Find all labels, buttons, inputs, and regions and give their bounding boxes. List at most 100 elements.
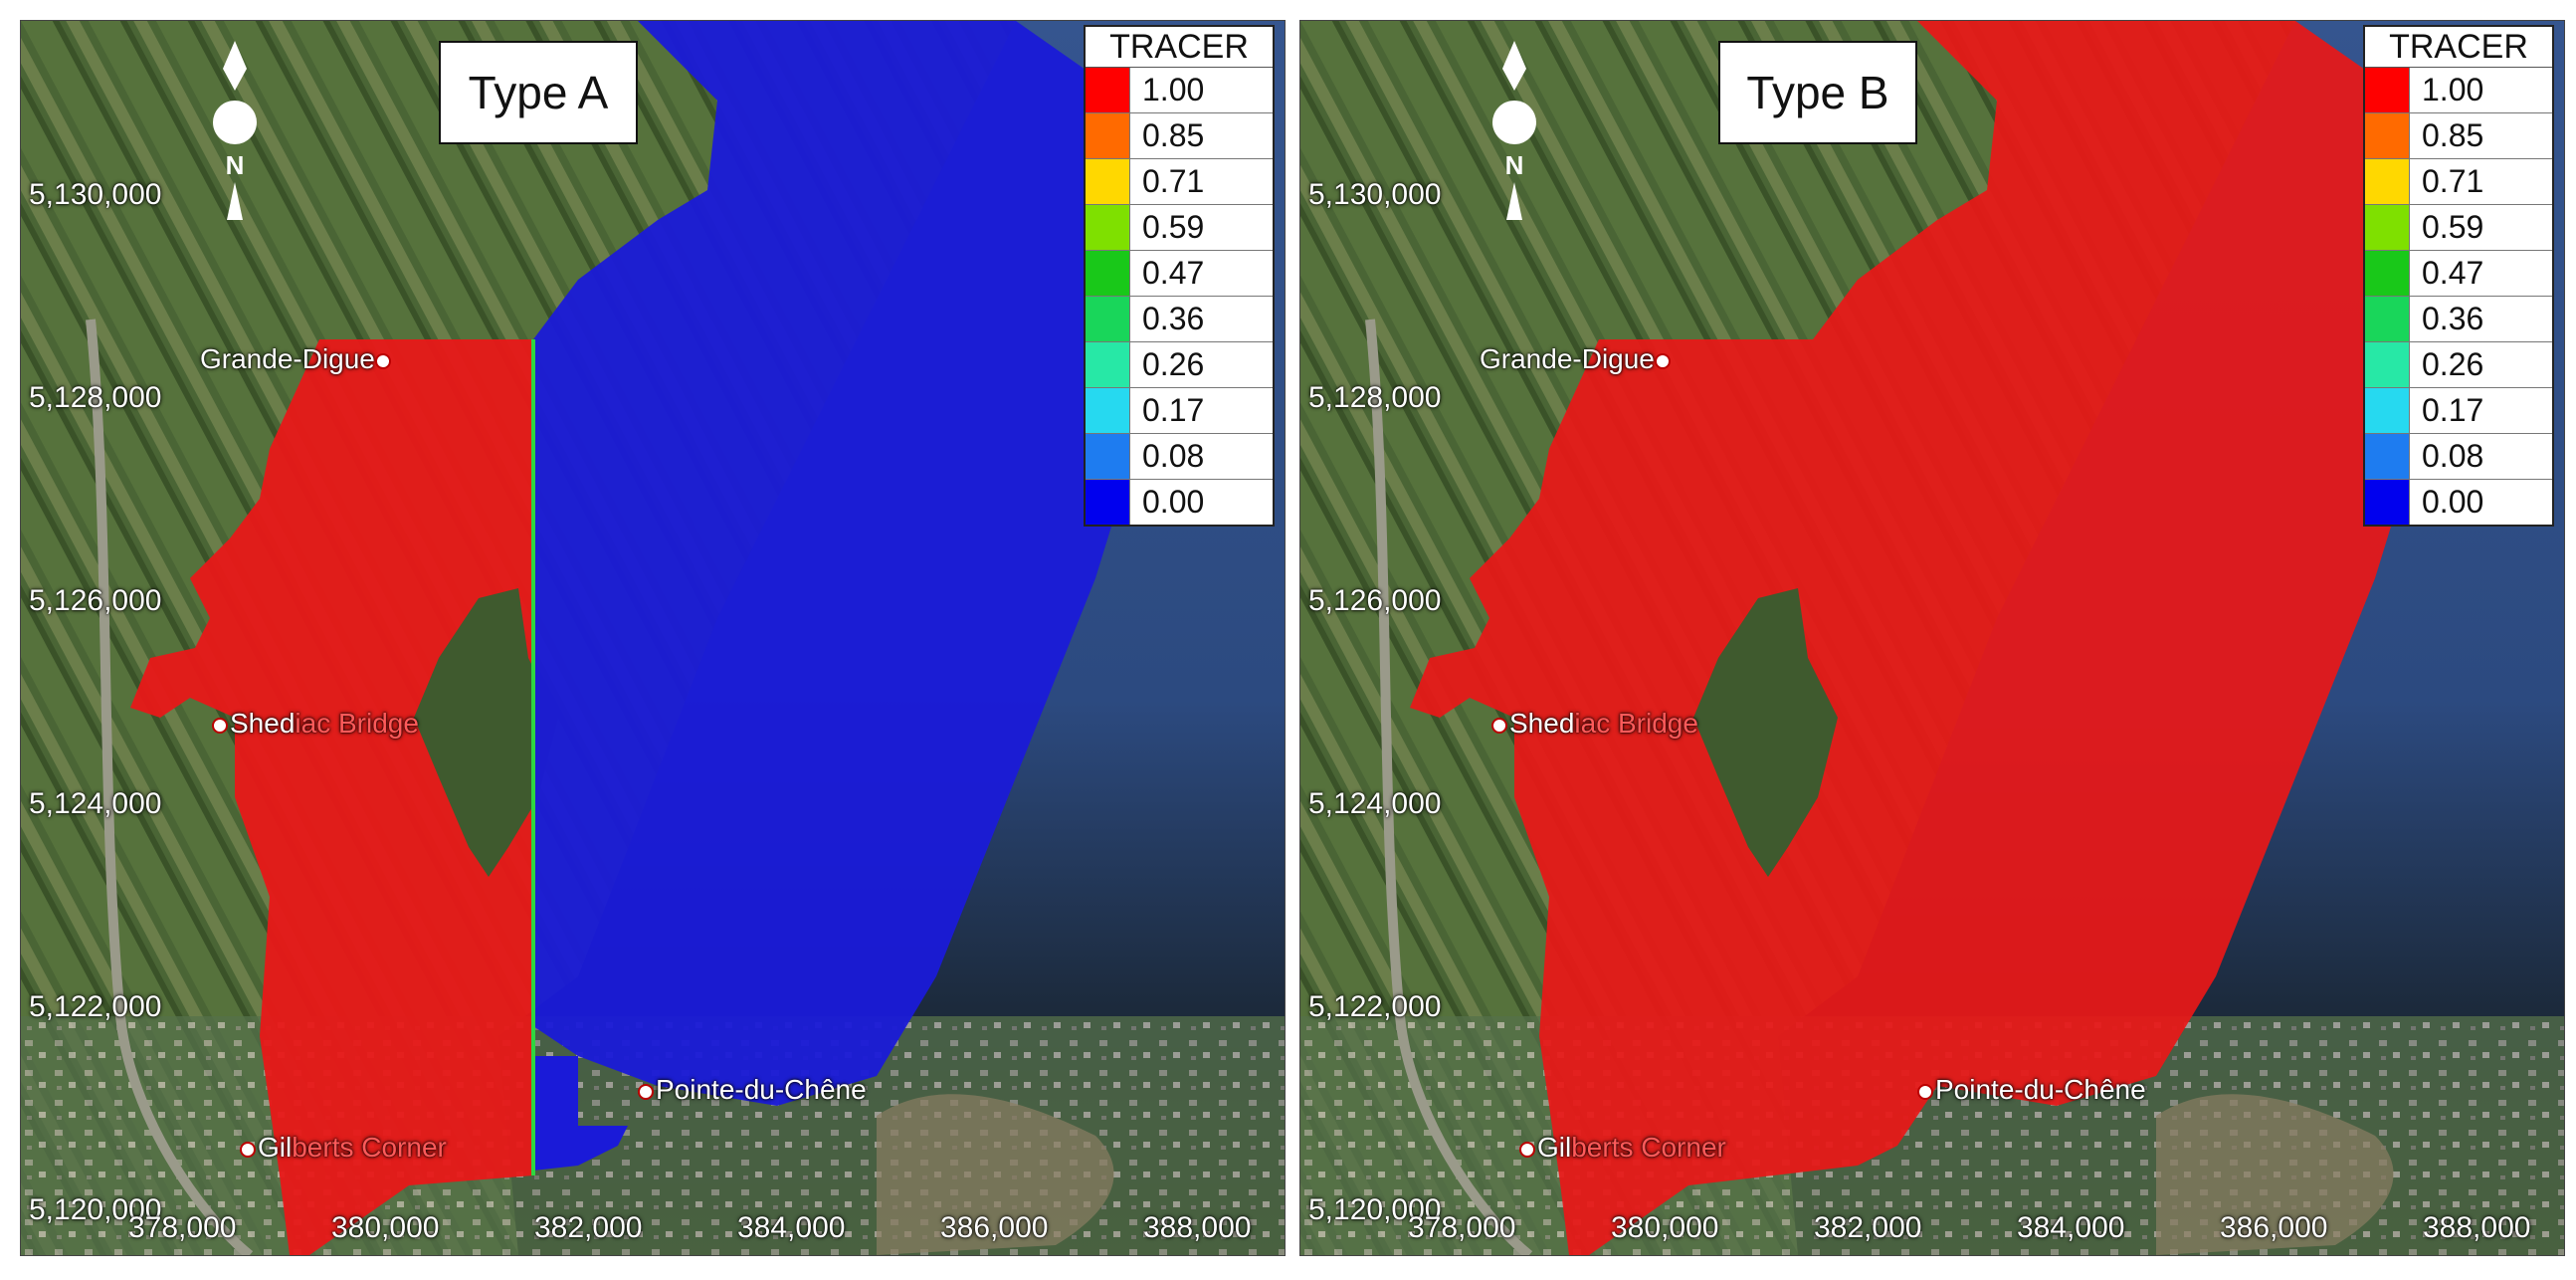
x-tick-label: 378,000 — [1408, 1211, 1516, 1244]
tracer-blue-small-a — [533, 1056, 628, 1171]
legend-label: 0.00 — [1142, 484, 1205, 520]
y-tick-label: 5,124,000 — [1308, 787, 1442, 820]
y-tick-label: 5,126,000 — [1308, 584, 1442, 617]
y-tick-label: 5,122,000 — [29, 990, 162, 1023]
legend-row: 0.00 — [1086, 480, 1273, 525]
legend-swatch — [1086, 251, 1130, 296]
tracer-legend-a: TRACER 1.00 0.85 0.71 0.59 0.47 0.36 0.2… — [1084, 25, 1275, 527]
x-tick-label: 382,000 — [534, 1211, 643, 1244]
legend-label: 1.00 — [2422, 72, 2484, 107]
y-tick-label: 5,122,000 — [1308, 990, 1442, 1023]
legend-label: 0.59 — [1142, 209, 1205, 245]
legend-label: 0.71 — [2422, 163, 2484, 199]
place-label-gilberts-corner: Gilberts Corner — [240, 1132, 447, 1164]
legend-label: 0.47 — [1142, 255, 1205, 291]
legend-label: 0.08 — [1142, 438, 1205, 474]
legend-label: 0.08 — [2422, 438, 2484, 474]
y-tick-label: 5,120,000 — [29, 1193, 162, 1226]
place-marker-icon — [374, 352, 391, 369]
legend-label: 0.59 — [2422, 209, 2484, 245]
legend-swatch — [1086, 342, 1130, 387]
legend-swatch — [2365, 342, 2410, 387]
legend-row: 0.17 — [2365, 388, 2552, 434]
map-canvas-a — [21, 21, 1285, 1255]
tracer-red-region-b — [1410, 21, 2455, 1255]
x-tick-label: 388,000 — [2423, 1211, 2531, 1244]
legend-label: 0.26 — [2422, 346, 2484, 382]
legend-row: 0.85 — [2365, 113, 2552, 159]
place-marker-icon — [1519, 1141, 1535, 1158]
legend-label: 0.17 — [2422, 392, 2484, 428]
place-marker-icon — [638, 1083, 654, 1100]
legend-label: 0.26 — [1142, 346, 1205, 382]
legend-row: 0.17 — [1086, 388, 1273, 434]
legend-row: 0.08 — [2365, 434, 2552, 480]
legend-swatch — [2365, 480, 2410, 525]
tracer-legend-b: TRACER 1.00 0.85 0.71 0.59 0.47 0.36 0.2… — [2363, 25, 2554, 527]
legend-label: 0.71 — [1142, 163, 1205, 199]
type-label-box-b: Type B — [1718, 41, 1917, 144]
legend-row: 0.59 — [1086, 205, 1273, 251]
north-arrow-icon: N — [213, 41, 257, 220]
legend-row: 0.59 — [2365, 205, 2552, 251]
place-label-grande-digue: Grande-Digue — [1480, 343, 1673, 375]
legend-label: 0.17 — [1142, 392, 1205, 428]
place-label-gilberts-corner: Gilberts Corner — [1519, 1132, 1726, 1164]
legend-row: 0.47 — [1086, 251, 1273, 297]
place-marker-icon — [240, 1141, 256, 1158]
legend-swatch — [2365, 434, 2410, 479]
legend-label: 0.36 — [2422, 301, 2484, 336]
legend-swatch — [1086, 113, 1130, 158]
y-tick-label: 5,128,000 — [29, 381, 162, 414]
place-label-grande-digue: Grande-Digue — [200, 343, 393, 375]
marsh-a — [877, 1094, 1114, 1255]
place-label-shediac-bridge: Shediac Bridge — [1491, 708, 1698, 740]
legend-swatch — [1086, 297, 1130, 341]
place-label-shediac-bridge: Shediac Bridge — [212, 708, 419, 740]
svg-text:N: N — [1505, 150, 1524, 180]
legend-swatch — [2365, 251, 2410, 296]
legend-swatch — [1086, 434, 1130, 479]
legend-row: 1.00 — [1086, 68, 1273, 113]
x-tick-label: 380,000 — [1611, 1211, 1719, 1244]
legend-row: 0.36 — [1086, 297, 1273, 342]
x-tick-label: 384,000 — [737, 1211, 846, 1244]
y-tick-label: 5,128,000 — [1308, 381, 1442, 414]
place-label-pointe-du-chene: Pointe-du-Chêne — [1917, 1074, 2146, 1106]
highway-b — [1365, 319, 1533, 1255]
place-marker-icon — [1654, 352, 1671, 369]
legend-swatch — [1086, 68, 1130, 112]
legend-row: 0.71 — [2365, 159, 2552, 205]
island-a — [414, 588, 558, 877]
x-tick-label: 378,000 — [128, 1211, 237, 1244]
legend-row: 0.85 — [1086, 113, 1273, 159]
map-canvas-b — [1300, 21, 2564, 1255]
y-tick-label: 5,120,000 — [1308, 1193, 1442, 1226]
x-tick-label: 384,000 — [2017, 1211, 2125, 1244]
tracer-blue-region-a — [533, 21, 1175, 1106]
legend-title: TRACER — [2365, 27, 2552, 68]
y-tick-label: 5,130,000 — [29, 178, 162, 211]
north-arrow-icon: N — [1492, 41, 1536, 220]
legend-row: 1.00 — [2365, 68, 2552, 113]
marsh-b — [2156, 1094, 2394, 1255]
legend-label: 0.85 — [1142, 117, 1205, 153]
legend-label: 0.36 — [1142, 301, 1205, 336]
legend-label: 1.00 — [1142, 72, 1205, 107]
x-tick-label: 382,000 — [1814, 1211, 1922, 1244]
y-tick-label: 5,126,000 — [29, 584, 162, 617]
legend-swatch — [2365, 159, 2410, 204]
legend-row: 0.26 — [1086, 342, 1273, 388]
legend-label: 0.00 — [2422, 484, 2484, 520]
place-marker-icon — [212, 717, 228, 734]
y-tick-label: 5,124,000 — [29, 787, 162, 820]
legend-swatch — [2365, 388, 2410, 433]
legend-row: 0.36 — [2365, 297, 2552, 342]
legend-label: 0.85 — [2422, 117, 2484, 153]
type-label-box-a: Type A — [439, 41, 638, 144]
island-b — [1693, 588, 1838, 877]
map-panel-type-a: Type A N TRACER 1.00 0.85 0.71 0.59 0.47… — [20, 20, 1286, 1256]
legend-swatch — [2365, 68, 2410, 112]
place-marker-icon — [1491, 717, 1507, 734]
x-tick-label: 388,000 — [1143, 1211, 1252, 1244]
